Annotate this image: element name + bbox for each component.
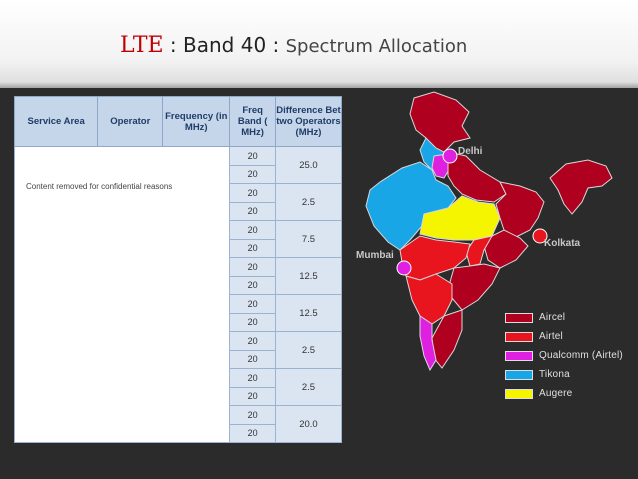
table-row: 20 12.5 <box>15 294 342 332</box>
header-operator: Operator <box>97 96 164 147</box>
slide-title: LTE : Band 40 : Spectrum Allocation <box>120 32 467 58</box>
freq-band-cell: 20 <box>229 257 276 277</box>
table-row: 20 7.5 <box>15 220 342 258</box>
region-aircel-east <box>495 181 545 239</box>
region-aircel-north <box>409 91 471 153</box>
legend-label: Aircel <box>539 312 566 323</box>
freq-band-cell: 20 <box>229 349 276 369</box>
legend-swatch <box>505 332 533 342</box>
freq-band-cell: 20 <box>229 405 276 425</box>
region-qualcomm-kerala <box>419 315 437 372</box>
legend-swatch <box>505 313 533 323</box>
merged-content-cell <box>14 146 230 443</box>
freq-band-cell: 20 <box>229 368 276 388</box>
difference-cell: 7.5 <box>274 220 342 258</box>
marker-mumbai <box>396 260 412 276</box>
legend-swatch <box>505 370 533 380</box>
legend-swatch <box>505 389 533 399</box>
freq-band-cell: 20 <box>229 146 276 166</box>
title-shadow <box>0 82 638 88</box>
header-difference: Difference Bet two Operators (MHz) <box>274 96 342 147</box>
title-lte: LTE <box>120 33 164 58</box>
freq-band-cell: 20 <box>229 275 276 295</box>
freq-band-cell: 20 <box>229 238 276 258</box>
header-service-area: Service Area <box>14 96 99 147</box>
freq-band-cell: 20 <box>229 331 276 351</box>
table-row: 20 <box>15 164 342 184</box>
freq-band-cell: 20 <box>229 294 276 314</box>
header-frequency: Frequency (in MHz) <box>162 96 231 147</box>
legend-swatch <box>505 351 533 361</box>
label-mumbai: Mumbai <box>356 250 394 261</box>
table-row: 20 <box>15 423 342 443</box>
label-delhi: Delhi <box>458 146 483 157</box>
india-map: Delhi Kolkata Mumbai <box>344 90 638 390</box>
difference-cell: 25.0 <box>274 146 342 184</box>
difference-cell: 20.0 <box>274 405 342 443</box>
india-map-svg <box>365 91 613 372</box>
title-separator: : <box>163 33 184 57</box>
spectrum-table: Service Area Operator Frequency (in MHz)… <box>14 96 342 443</box>
legend-label: Airtel <box>539 331 563 342</box>
freq-band-cell: 20 <box>229 423 276 443</box>
table-row: 20 2.5 <box>15 368 342 406</box>
region-aircel-northeast <box>549 159 613 215</box>
table-row: 20 20.0 <box>15 405 342 443</box>
legend-label: Augere <box>539 388 573 399</box>
freq-band-cell: 20 <box>229 386 276 406</box>
table-row: 20 2.5 <box>15 183 342 221</box>
table-row: 20 2.5 <box>15 331 342 369</box>
difference-cell: 2.5 <box>274 183 342 221</box>
legend-label: Qualcomm (Airtel) <box>539 350 623 361</box>
difference-cell: 2.5 <box>274 331 342 369</box>
label-kolkata: Kolkata <box>544 238 581 249</box>
freq-band-cell: 20 <box>229 183 276 203</box>
marker-kolkata <box>532 228 548 244</box>
region-augere-central <box>419 195 501 241</box>
region-airtel-karnataka <box>405 273 453 325</box>
difference-cell: 2.5 <box>274 368 342 406</box>
difference-cell: 12.5 <box>274 257 342 295</box>
region-aircel-up <box>447 151 507 203</box>
legend-label: Tikona <box>539 369 570 380</box>
header-freq-band: Freq Band ( MHz) <box>229 96 276 147</box>
title-bar: LTE : Band 40 : Spectrum Allocation <box>0 0 638 88</box>
difference-cell: 12.5 <box>274 294 342 332</box>
region-aircel-odisha <box>483 229 529 269</box>
title-band: Band 40 <box>183 33 267 57</box>
title-separator-2: : <box>266 33 286 57</box>
freq-band-cell: 20 <box>229 312 276 332</box>
freq-band-cell: 20 <box>229 164 276 184</box>
marker-delhi <box>442 148 458 164</box>
table-row: 20 <box>15 238 342 258</box>
table-row: 20 <box>15 201 342 221</box>
title-rest: Spectrum Allocation <box>285 36 468 57</box>
freq-band-cell: 20 <box>229 201 276 221</box>
table-row: 20 25.0 <box>14 146 342 443</box>
freq-band-cell: 20 <box>229 220 276 240</box>
region-aircel-andhra <box>449 263 501 311</box>
confidential-note: Content removed for confidential reasons <box>26 182 173 191</box>
